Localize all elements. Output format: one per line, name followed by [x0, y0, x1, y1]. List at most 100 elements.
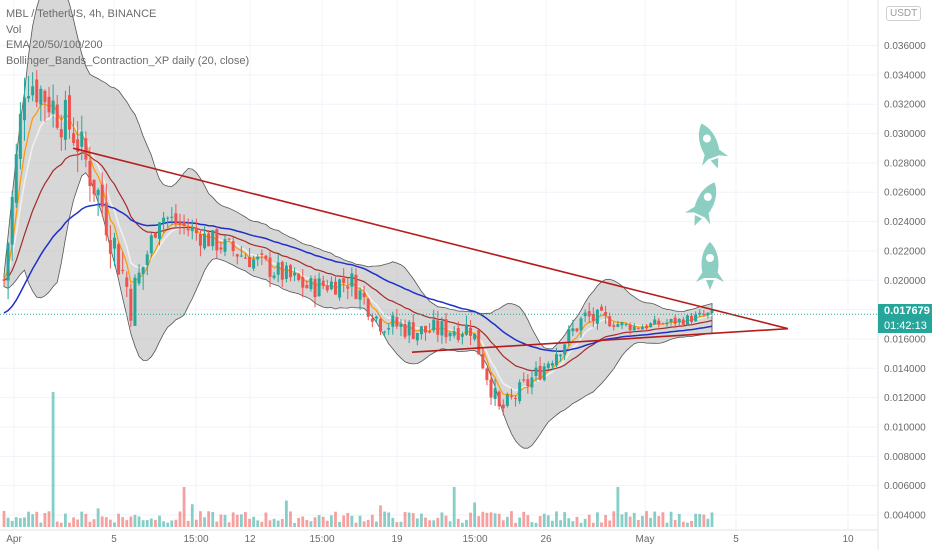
candle-body: [313, 279, 317, 297]
candle-body: [534, 367, 538, 377]
candle-body: [174, 213, 178, 224]
ema20-line: [3, 103, 713, 397]
volume-bar: [575, 516, 579, 527]
volume-bar: [481, 511, 485, 527]
candle-body: [485, 368, 489, 380]
volume-bar: [72, 517, 75, 527]
volume-bar: [166, 522, 170, 527]
volume-bar: [174, 519, 178, 527]
volume-bar: [100, 516, 104, 527]
candle-body: [653, 319, 657, 325]
volume-bar: [297, 517, 301, 527]
volume-bar: [616, 487, 620, 527]
candle-body: [567, 329, 571, 342]
volume-bar: [358, 515, 362, 527]
candle-body: [55, 104, 59, 128]
candle-body: [342, 278, 346, 284]
volume-bar: [231, 512, 235, 527]
volume-bar: [608, 520, 612, 527]
volume-bar: [493, 513, 497, 527]
volume-bar: [702, 514, 706, 527]
candle-body: [84, 138, 88, 160]
volume-bar: [170, 520, 174, 527]
volume-bar: [211, 512, 215, 527]
volume-bar: [710, 512, 714, 527]
price-axis[interactable]: 0.036000 0.034000 0.032000 0.030000 0.028000…: [877, 0, 926, 550]
volume-bar: [514, 522, 517, 527]
candle-body: [186, 228, 190, 231]
volume-bar: [542, 513, 546, 527]
volume-bar: [690, 520, 693, 527]
price-tick-label: 0.012000: [884, 393, 926, 404]
candle-body: [51, 100, 55, 114]
time-tick-label: May: [636, 534, 655, 545]
volume-bar: [403, 511, 407, 527]
volume-bar: [698, 513, 702, 527]
candle-body: [121, 269, 125, 272]
candle-body: [108, 240, 112, 254]
candle-body: [350, 273, 354, 287]
candle-body: [264, 255, 268, 260]
time-tick-label: 10: [842, 534, 854, 545]
volume-bar: [567, 518, 571, 527]
volume-bar: [473, 502, 477, 527]
rocket-icon: [690, 240, 730, 294]
volume-bar: [497, 513, 501, 527]
symbol-title[interactable]: MBL / TetherUS, 4h, BINANCE: [6, 8, 157, 20]
volume-bar: [428, 520, 432, 527]
ema100-line: [3, 152, 713, 372]
volume-bar: [624, 512, 628, 527]
currency-button[interactable]: USDT: [886, 6, 922, 21]
candle-body: [145, 254, 149, 266]
candle-body: [501, 404, 505, 409]
volume-bar: [190, 504, 194, 527]
lower-trendline: [411, 327, 789, 353]
volume-bar: [338, 521, 341, 527]
volume-bar: [248, 518, 251, 527]
candle-body: [333, 281, 337, 295]
candle-body: [203, 233, 207, 249]
volume-bar: [522, 511, 526, 527]
volume-bar: [534, 522, 538, 527]
volume-bar: [301, 516, 305, 527]
volume-bar: [677, 513, 681, 527]
time-axis[interactable]: Apr 5 15:00 12 15:00 19 15:00 26 May 5 10: [0, 529, 878, 545]
candle-body: [27, 96, 31, 99]
candlesticks: [2, 70, 714, 416]
volume-bar: [657, 516, 661, 527]
volume-bar: [59, 522, 63, 527]
triangle-pattern: [72, 147, 789, 353]
volume-bar: [334, 511, 337, 527]
candle-body: [550, 363, 554, 366]
volume-bar: [43, 513, 47, 527]
ema-lines: [3, 103, 713, 397]
volume-bar: [276, 520, 280, 527]
volume-bar: [612, 511, 616, 527]
ema-indicator-label[interactable]: EMA 20/50/100/200: [6, 39, 103, 51]
vol-indicator-label[interactable]: Vol: [6, 23, 22, 36]
candle-body: [18, 113, 22, 159]
volume-bar: [223, 514, 227, 527]
candle-body: [591, 314, 595, 321]
volume-bar: [649, 517, 653, 527]
volume-bar: [256, 520, 260, 527]
candle-body: [526, 379, 530, 387]
candle-body: [379, 319, 383, 332]
candle-body: [329, 281, 333, 290]
bb-indicator-label[interactable]: Bollinger_Bands_Contraction_XP daily (20…: [6, 54, 250, 67]
volume-bar: [559, 520, 562, 527]
time-tick-label: 15:00: [309, 534, 334, 545]
volume-bar: [23, 517, 26, 527]
price-tick-label: 0.004000: [884, 511, 926, 522]
volume-bar: [129, 516, 133, 527]
candle-body: [43, 90, 47, 103]
candle-body: [681, 319, 685, 325]
candle-body: [387, 328, 391, 330]
volume-bar: [379, 505, 382, 527]
candle-body: [481, 353, 485, 369]
candle-body: [297, 273, 301, 281]
candle-body: [452, 331, 456, 336]
candle-body: [706, 312, 710, 315]
candle-body: [473, 333, 477, 340]
